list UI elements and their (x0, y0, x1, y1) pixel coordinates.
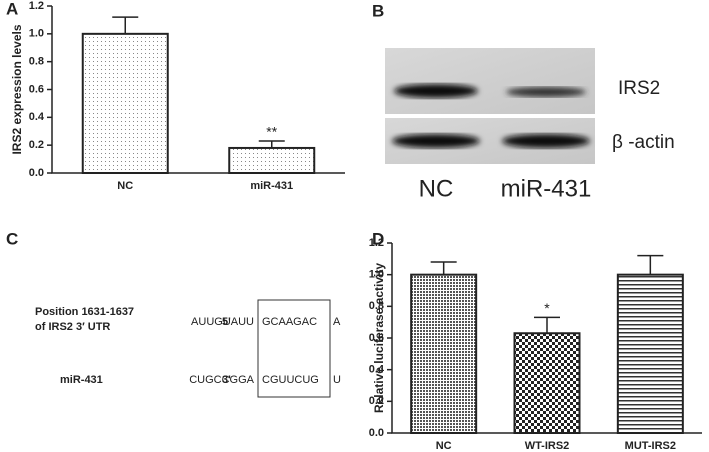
row-label: Position 1631-1637 (35, 306, 134, 318)
band (502, 134, 590, 148)
x-tick-label: NC (436, 440, 452, 452)
panel-label: A (6, 0, 18, 18)
error-bar (430, 261, 457, 275)
y-tick-label: 0.8 (369, 300, 384, 312)
seed-box (257, 299, 331, 398)
y-axis-label: IRS2 expression levels (10, 24, 24, 154)
seed: CGUUCUG (262, 374, 319, 386)
error-bar (112, 16, 139, 34)
strand-end: 5' (222, 316, 231, 328)
x-tick-label: NC (117, 180, 133, 192)
sequence: CUGCCGGA (189, 374, 254, 386)
x-tick-label: miR-431 (250, 180, 293, 192)
y-tick-label: 1.0 (29, 28, 44, 40)
significance: ** (266, 124, 277, 140)
x-tick-label: MUT-IRS2 (625, 440, 676, 452)
panel-label: C (6, 229, 18, 248)
lane-label: miR-431 (501, 175, 592, 202)
y-tick-label: 0.2 (29, 139, 44, 151)
y-tick-label: 1.2 (29, 0, 44, 12)
panel-label: B (372, 1, 384, 20)
x-tick-label: WT-IRS2 (525, 440, 570, 452)
band-label: IRS2 (618, 78, 660, 99)
blot-strip (385, 48, 595, 114)
y-tick-label: 0.6 (369, 332, 384, 344)
y-tick-label: 0.2 (369, 395, 384, 407)
band-label: β -actin (612, 132, 675, 153)
y-tick-label: 0.0 (369, 427, 384, 439)
error-bar (637, 254, 664, 275)
row-label: miR-431 (60, 374, 103, 386)
error-bar (534, 316, 560, 334)
bar (410, 273, 478, 434)
y-tick-label: 0.4 (369, 364, 385, 376)
sequence: U (333, 374, 341, 386)
axis (391, 243, 702, 434)
y-tick-label: 0.0 (29, 167, 44, 179)
row-label: of IRS2 3′ UTR (35, 321, 110, 333)
bar (616, 273, 684, 434)
seed: GCAAGAC (262, 316, 317, 328)
sequence: A (333, 316, 341, 328)
significance: * (544, 300, 550, 316)
band (394, 84, 478, 98)
y-tick-label: 0.6 (29, 83, 44, 95)
y-tick-label: 1.2 (369, 237, 384, 249)
bar (228, 146, 316, 174)
lane-label: NC (419, 175, 454, 202)
y-tick-label: 0.4 (29, 111, 45, 123)
band (506, 87, 586, 97)
y-tick-label: 1.0 (369, 269, 384, 281)
panel-label: D (372, 229, 384, 248)
bar (81, 32, 169, 175)
y-tick-label: 0.8 (29, 56, 44, 68)
strand-end: 3' (222, 374, 231, 386)
bar (513, 332, 581, 434)
band (392, 134, 480, 148)
sequence: AUUGUAUU (191, 316, 254, 328)
error-bar (258, 140, 285, 148)
y-axis-label: Relative luciferase activity (372, 263, 386, 413)
